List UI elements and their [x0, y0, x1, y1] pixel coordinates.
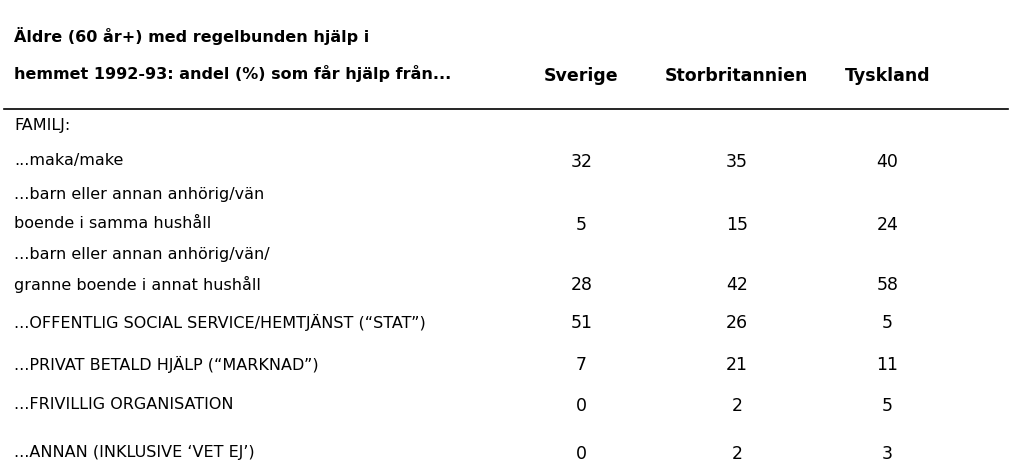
Text: 26: 26 — [725, 314, 747, 332]
Text: 40: 40 — [876, 153, 898, 171]
Text: 3: 3 — [881, 445, 892, 462]
Text: 58: 58 — [876, 277, 898, 294]
Text: 21: 21 — [725, 356, 747, 373]
Text: ...maka/make: ...maka/make — [14, 153, 123, 168]
Text: Storbritannien: Storbritannien — [664, 67, 808, 85]
Text: 2: 2 — [731, 397, 742, 415]
Text: 15: 15 — [725, 216, 747, 234]
Text: 0: 0 — [575, 397, 586, 415]
Text: ...barn eller annan anhörig/vän/: ...barn eller annan anhörig/vän/ — [14, 248, 270, 263]
Text: 11: 11 — [876, 356, 898, 373]
Text: 2: 2 — [731, 445, 742, 462]
Text: ...barn eller annan anhörig/vän: ...barn eller annan anhörig/vän — [14, 187, 264, 202]
Text: 24: 24 — [876, 216, 898, 234]
Text: ...FRIVILLIG ORGANISATION: ...FRIVILLIG ORGANISATION — [14, 397, 234, 412]
Text: granne boende i annat hushåll: granne boende i annat hushåll — [14, 277, 261, 293]
Text: ...PRIVAT BETALD HJÄLP (“MARKNAD”): ...PRIVAT BETALD HJÄLP (“MARKNAD”) — [14, 356, 318, 373]
Text: FAMILJ:: FAMILJ: — [14, 118, 71, 133]
Text: 32: 32 — [570, 153, 591, 171]
Text: hemmet 1992-93: andel (%) som får hjälp från...: hemmet 1992-93: andel (%) som får hjälp … — [14, 65, 451, 81]
Text: ...OFFENTLIG SOCIAL SERVICE/HEMTJÄNST (“STAT”): ...OFFENTLIG SOCIAL SERVICE/HEMTJÄNST (“… — [14, 314, 426, 331]
Text: 35: 35 — [725, 153, 747, 171]
Text: Sverige: Sverige — [544, 67, 618, 85]
Text: boende i samma hushåll: boende i samma hushåll — [14, 216, 211, 231]
Text: ...ANNAN (INKLUSIVE ‘VET EJ’): ...ANNAN (INKLUSIVE ‘VET EJ’) — [14, 445, 255, 460]
Text: 51: 51 — [570, 314, 591, 332]
Text: Äldre (60 år+) med regelbunden hjälp i: Äldre (60 år+) med regelbunden hjälp i — [14, 27, 369, 44]
Text: 0: 0 — [575, 445, 586, 462]
Text: 28: 28 — [570, 277, 591, 294]
Text: 5: 5 — [881, 314, 892, 332]
Text: 5: 5 — [881, 397, 892, 415]
Text: 7: 7 — [575, 356, 586, 373]
Text: Tyskland: Tyskland — [844, 67, 929, 85]
Text: 42: 42 — [725, 277, 747, 294]
Text: 5: 5 — [575, 216, 586, 234]
